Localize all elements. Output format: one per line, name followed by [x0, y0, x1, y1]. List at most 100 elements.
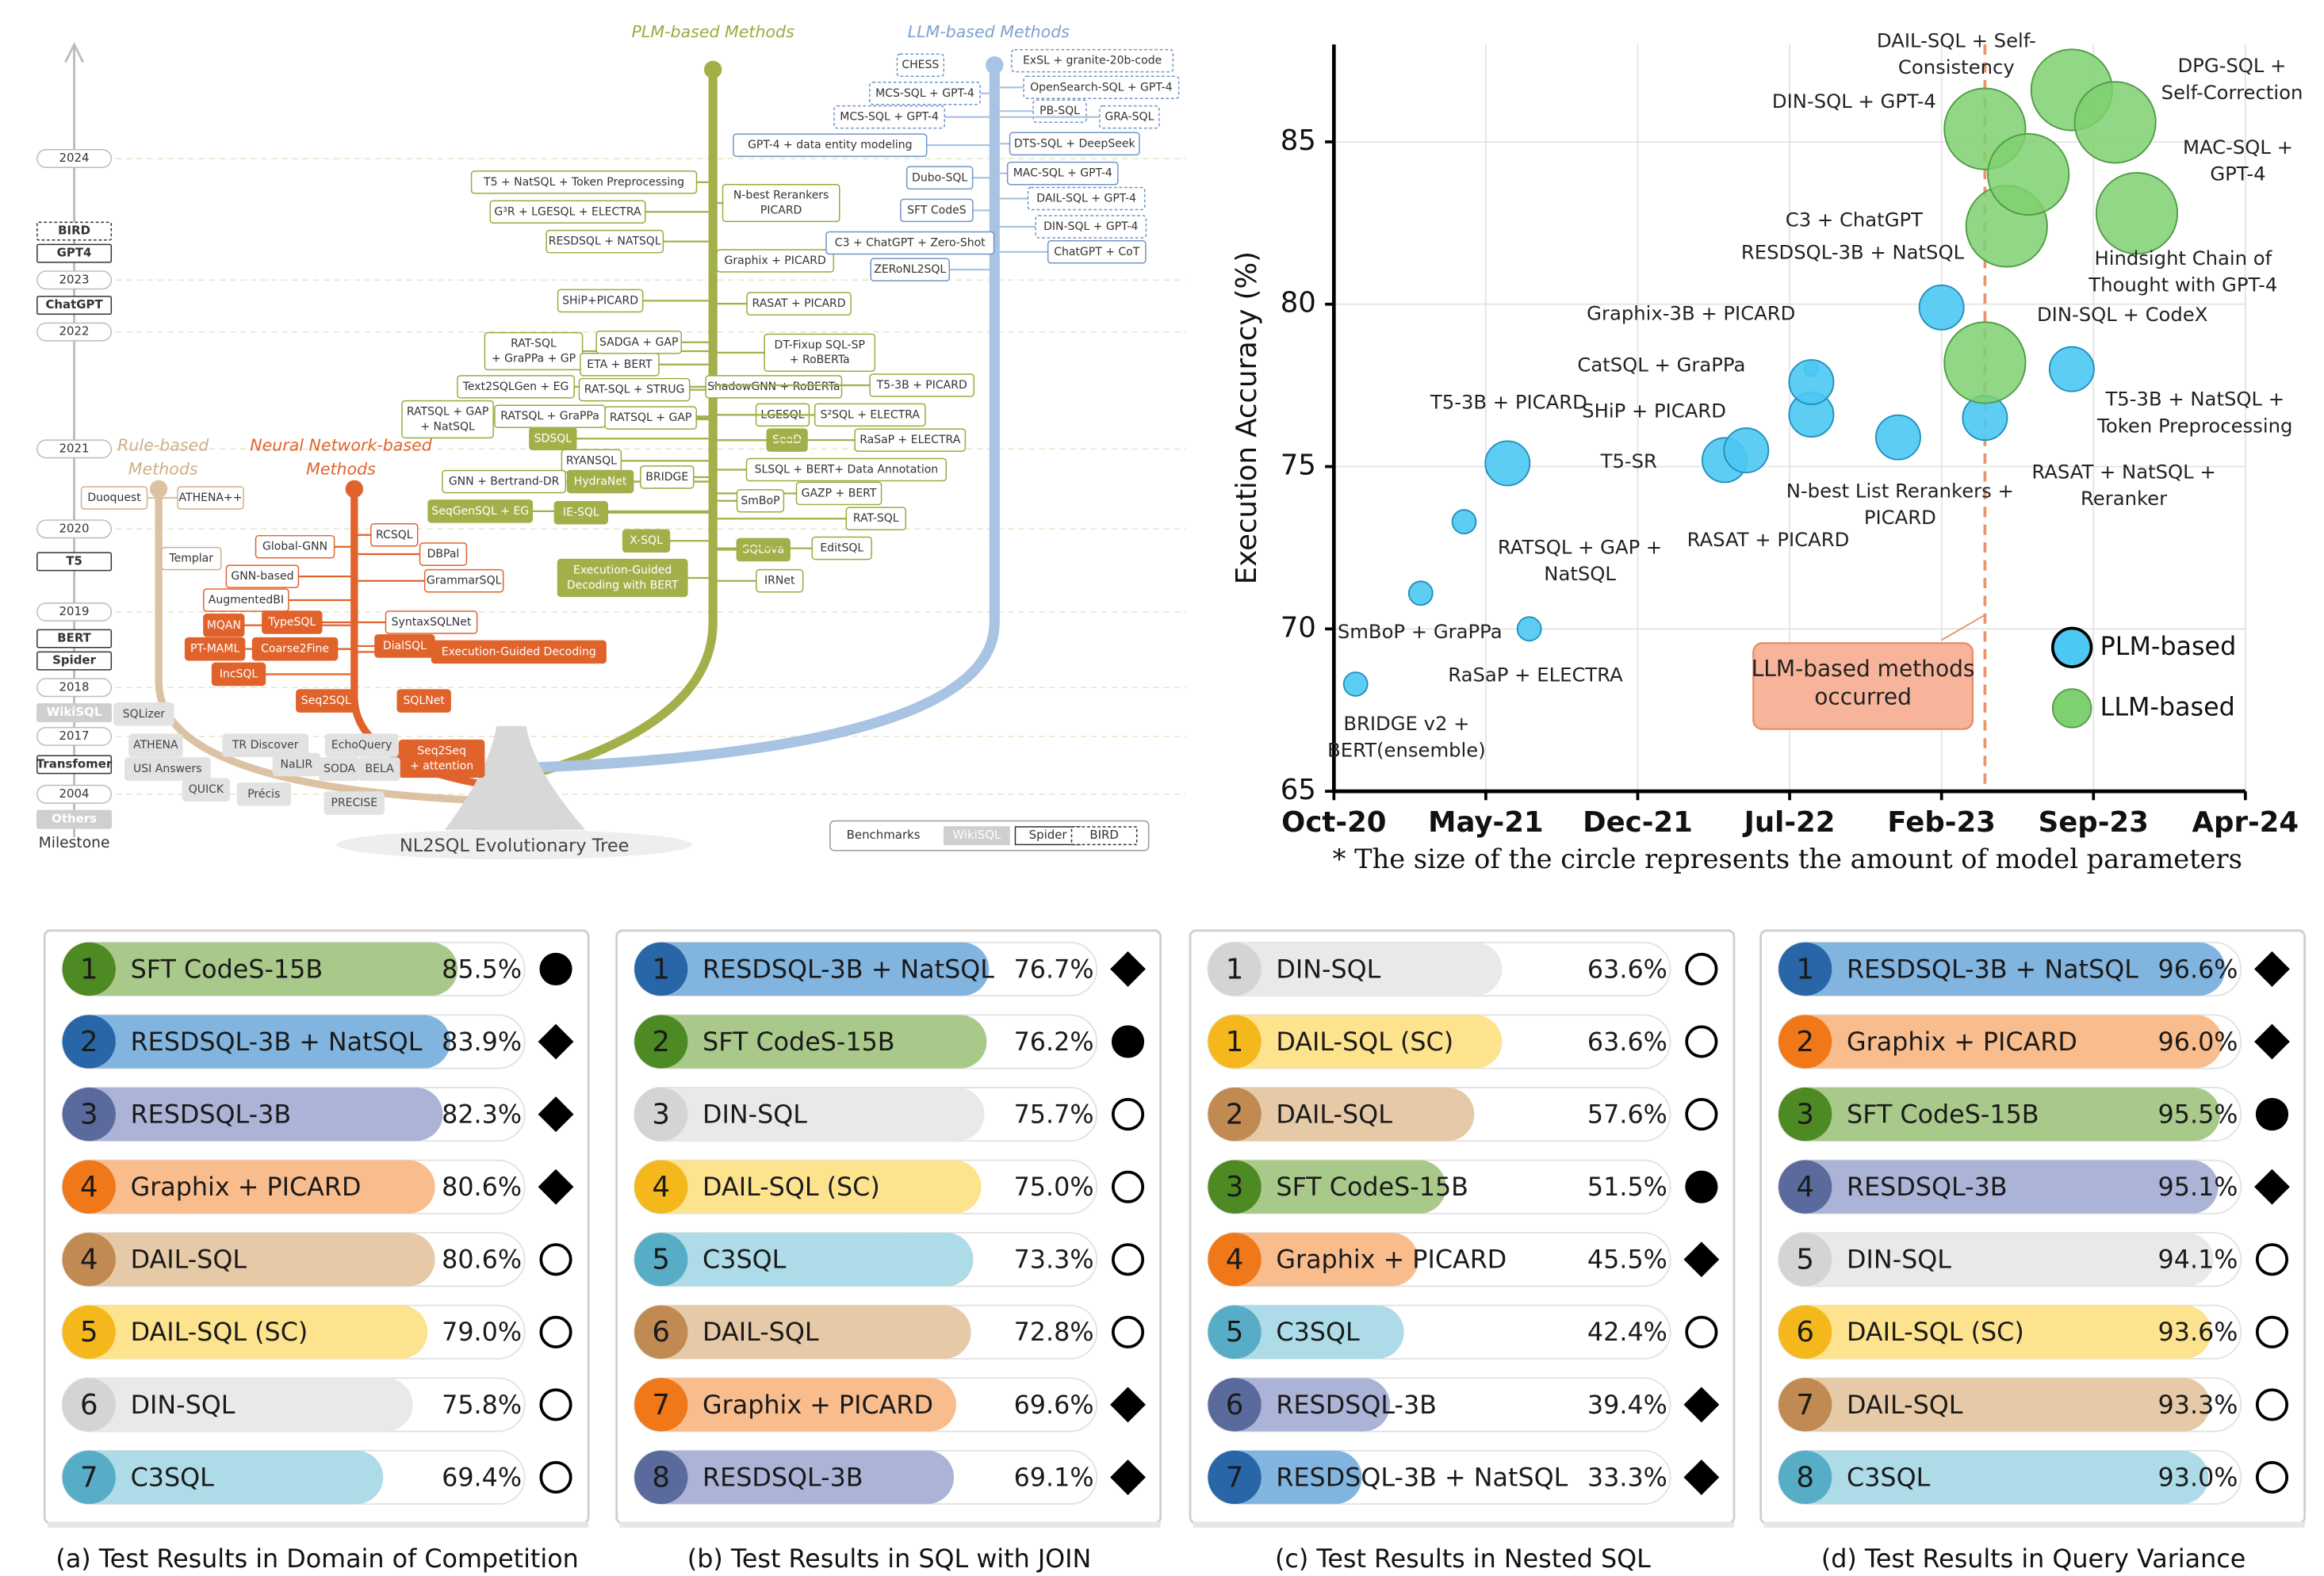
x-tick-label: Apr-24	[2192, 806, 2299, 839]
value-label: 33.3%	[1587, 1463, 1667, 1492]
rank-label: 7	[1796, 1389, 1814, 1421]
rank-label: 2	[80, 1026, 98, 1058]
marker-circle	[539, 1315, 572, 1348]
point-label: PICARD	[1864, 506, 1936, 529]
node-label: QUICK	[189, 783, 224, 796]
method-name: DIN-SQL	[703, 1100, 807, 1129]
node-box	[736, 537, 791, 562]
method-name: Graphix + PICARD	[1847, 1028, 2077, 1057]
bar	[1778, 1233, 2214, 1287]
point-label: RESDSQL-3B + NatSQL	[1741, 241, 1965, 264]
rule-title: Methods	[128, 460, 198, 479]
marker-circle	[1685, 1315, 1718, 1348]
node-box	[833, 105, 945, 129]
bar	[634, 1450, 955, 1505]
node-label: SmBoP	[741, 495, 779, 507]
node-box	[401, 400, 494, 439]
node-label: RATSQL + GraPPa	[500, 410, 599, 423]
panel-caption: (b) Test Results in SQL with JOIN	[687, 1545, 1092, 1574]
value-label: 93.0%	[2158, 1463, 2238, 1492]
rank-badge	[62, 1087, 116, 1142]
marker-circle	[539, 1243, 572, 1276]
scatter-point	[2048, 346, 2095, 392]
marker-circle	[539, 1460, 572, 1494]
node-label: EditSQL	[820, 542, 863, 555]
node-box	[546, 229, 664, 254]
axis-arrow	[64, 41, 85, 63]
point-label: NatSQL	[1544, 562, 1616, 585]
bar	[62, 1305, 428, 1359]
node-label: MCS-SQL + GPT-4	[875, 87, 974, 100]
milestone-box	[36, 243, 113, 263]
node-label: HydraNet	[574, 475, 627, 488]
node-box	[203, 614, 245, 637]
node-box	[255, 534, 335, 559]
node-box	[756, 568, 804, 593]
panel-caption: (c) Test Results in Nested SQL	[1275, 1545, 1651, 1574]
bar	[1208, 1087, 1475, 1142]
annotation-leader	[1941, 614, 1985, 641]
node-label: C3 + ChatGPT + Zero-Shot	[835, 237, 986, 250]
llm-trunk	[533, 65, 1000, 773]
rule-title: Rule-based	[117, 436, 209, 455]
node-box	[489, 200, 646, 224]
rule-root	[149, 480, 168, 499]
marker-circle	[1685, 1025, 1718, 1058]
node-label: SeqGenSQL + EG	[431, 505, 529, 518]
node-box	[222, 733, 308, 757]
marker-circle	[1111, 1243, 1145, 1276]
plm-root	[703, 60, 722, 79]
milestone-box	[36, 755, 113, 775]
panel-caption: (a) Test Results in Domain of Competitio…	[56, 1545, 578, 1574]
milestone-box	[36, 439, 113, 459]
node-label: Execution-Guided Decoding	[442, 645, 596, 658]
node-box	[419, 542, 468, 566]
method-name: Graphix + PICARD	[1276, 1246, 1507, 1275]
node-label: Précis	[247, 788, 280, 801]
rank-badge	[1778, 1450, 1832, 1505]
value-label: 94.1%	[2158, 1246, 2238, 1275]
bar	[634, 1087, 985, 1142]
marker-circle	[1111, 1098, 1145, 1131]
bar	[1208, 1015, 1503, 1069]
point-label: Consistency	[1898, 55, 2015, 78]
node-label: + GraPPa + GP	[492, 352, 576, 365]
node-label: IE-SQL	[563, 507, 599, 519]
method-name: DAIL-SQL (SC)	[703, 1173, 880, 1202]
method-name: RESDSQL-3B	[131, 1100, 292, 1129]
node-box	[854, 428, 967, 452]
node-box	[203, 588, 289, 612]
bar	[634, 1378, 956, 1432]
node-label: Seq2Seq	[417, 745, 466, 758]
marker-diamond	[1683, 1387, 1720, 1423]
method-name: C3SQL	[1276, 1318, 1360, 1347]
node-box	[604, 406, 697, 430]
rank-label: 6	[1796, 1316, 1814, 1348]
method-name: RESDSQL-3B + NatSQL	[703, 955, 994, 984]
value-label: 93.3%	[2158, 1391, 2238, 1420]
value-label: 93.6%	[2158, 1318, 2238, 1347]
node-label: IRNet	[764, 575, 795, 587]
milestone-label: GPT4	[57, 246, 92, 260]
node-label: GAZP + BERT	[802, 487, 877, 499]
value-label: 82.3%	[442, 1100, 522, 1129]
bar	[634, 1160, 982, 1214]
value-label: 96.0%	[2158, 1028, 2238, 1057]
scatter-point	[1987, 132, 2070, 216]
marker-circle	[2255, 1388, 2289, 1421]
node-label: BELA	[366, 763, 395, 775]
benchmark-title: Benchmarks	[847, 828, 921, 842]
point-label: RaSaP + ELECTRA	[1448, 663, 1623, 686]
node-box	[324, 733, 399, 757]
node-box	[845, 507, 906, 530]
rank-label: 1	[652, 953, 670, 985]
point-label: Self-Correction	[2161, 81, 2303, 104]
node-box	[825, 231, 995, 255]
node-label: ETA + BERT	[587, 358, 653, 371]
marker-circle	[2255, 1243, 2289, 1276]
value-label: 42.4%	[1587, 1318, 1667, 1347]
node-label: RCSQL	[376, 529, 413, 541]
node-box	[764, 333, 876, 372]
tree-title: NL2SQL Evolutionary Tree	[400, 836, 629, 856]
node-label: ShadowGNN + RoBERTa	[707, 381, 840, 393]
